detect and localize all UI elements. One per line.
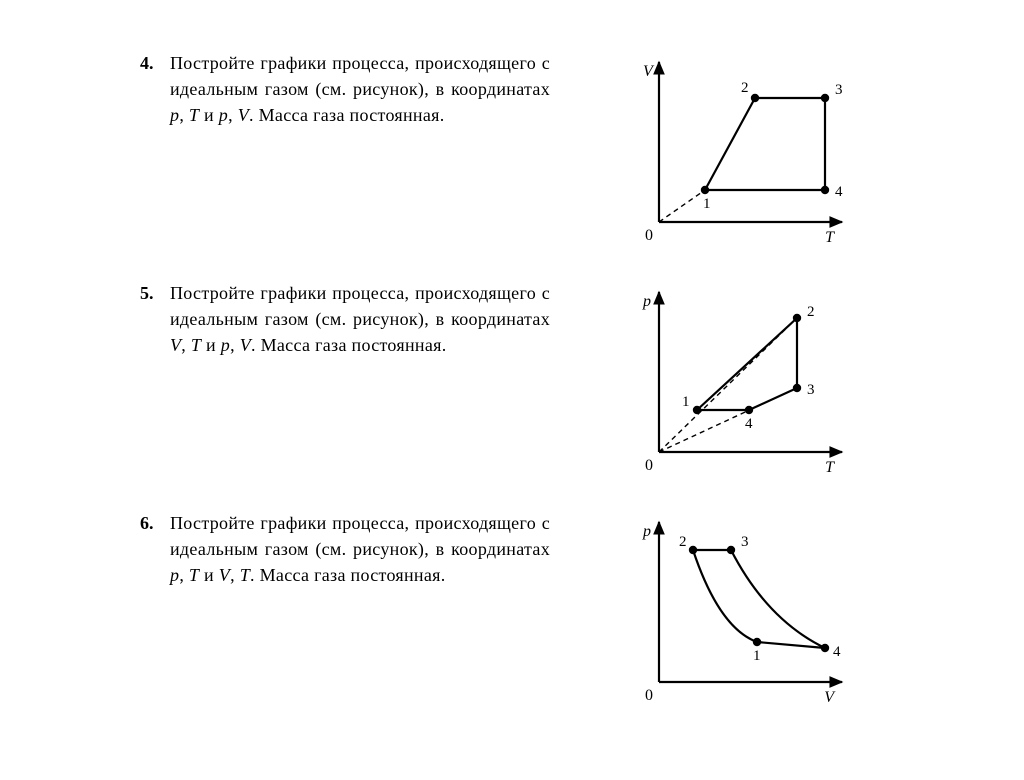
svg-text:p: p xyxy=(642,293,651,310)
svg-text:1: 1 xyxy=(703,196,711,212)
svg-text:1: 1 xyxy=(682,394,690,410)
svg-text:2: 2 xyxy=(679,534,687,550)
svg-text:2: 2 xyxy=(741,80,749,96)
problem-graph: Tp 0 1 2 3 4 xyxy=(550,280,934,480)
svg-text:0: 0 xyxy=(645,227,653,244)
svg-text:3: 3 xyxy=(807,382,815,398)
problem-4: 4.Постройте графики процесса, происходящ… xyxy=(140,50,934,250)
svg-text:4: 4 xyxy=(835,184,843,200)
svg-text:T: T xyxy=(825,229,835,246)
svg-text:3: 3 xyxy=(835,82,843,98)
problem-text: Постройте графики процесса, происходящег… xyxy=(170,50,550,128)
problem-number: 6. xyxy=(140,510,170,536)
problem-number: 5. xyxy=(140,280,170,306)
problem-graph: T V 0 1 2 3 4 xyxy=(550,50,934,250)
svg-text:1: 1 xyxy=(753,648,761,664)
svg-text:T: T xyxy=(825,459,835,476)
svg-text:V: V xyxy=(824,689,836,706)
svg-text:4: 4 xyxy=(745,416,753,432)
svg-text:0: 0 xyxy=(645,457,653,474)
problem-5: 5.Постройте графики процесса, происходящ… xyxy=(140,280,934,480)
problem-6: 6.Постройте графики процесса, происходящ… xyxy=(140,510,934,710)
svg-text:p: p xyxy=(642,523,651,540)
problem-number: 4. xyxy=(140,50,170,76)
svg-text:0: 0 xyxy=(645,687,653,704)
problem-text: Постройте графики процесса, происходящег… xyxy=(170,510,550,588)
svg-text:2: 2 xyxy=(807,304,815,320)
svg-text:3: 3 xyxy=(741,534,749,550)
problem-text: Постройте графики процесса, происходящег… xyxy=(170,280,550,358)
svg-text:4: 4 xyxy=(833,644,841,660)
problem-graph: Vp 0 1 2 3 4 xyxy=(550,510,934,710)
svg-text:V: V xyxy=(643,63,655,80)
